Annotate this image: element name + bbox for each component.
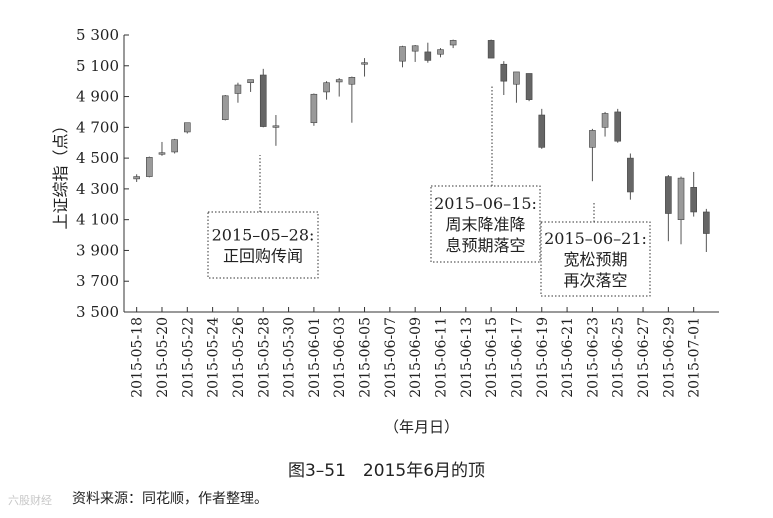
x-tick-label: 2015-06-29 bbox=[661, 317, 677, 398]
candle-body bbox=[665, 176, 672, 214]
candle-body bbox=[335, 79, 343, 83]
x-tick-label: 2015-06-03 bbox=[332, 317, 348, 398]
annotation-text: 2015–05–28: bbox=[212, 226, 315, 245]
x-tick-label: 2015-05-26 bbox=[231, 317, 247, 398]
y-tick-label: 3 500 bbox=[76, 303, 119, 321]
candle-body bbox=[627, 157, 634, 193]
y-tick-label: 3 700 bbox=[76, 272, 119, 290]
annotation-text: 2015–06–21: bbox=[544, 229, 647, 248]
x-tick-label: 2015-05-30 bbox=[282, 317, 298, 398]
x-tick-label: 2015-05-22 bbox=[180, 317, 196, 398]
candle-body bbox=[247, 79, 254, 84]
x-tick-label: 2015-06-23 bbox=[585, 317, 601, 398]
candle-body bbox=[158, 152, 166, 155]
candle-body bbox=[513, 71, 520, 85]
candle-body bbox=[259, 74, 267, 127]
x-tick-label: 2015-05-28 bbox=[256, 317, 272, 398]
candle-body bbox=[424, 51, 432, 61]
annotation-box bbox=[430, 185, 541, 263]
annotation-text: 息预期落空 bbox=[445, 236, 525, 255]
candle-body bbox=[703, 211, 710, 234]
figure-caption: 图3–51 2015年6月的顶 bbox=[287, 461, 486, 481]
annotation-box bbox=[540, 221, 651, 297]
candle-body bbox=[677, 177, 685, 220]
x-tick-label: 2015-06-07 bbox=[383, 317, 399, 398]
candle-body bbox=[437, 49, 444, 55]
candle-body bbox=[221, 95, 229, 120]
y-tick-label: 5 100 bbox=[76, 57, 119, 75]
annotation-text: 2015–06–15: bbox=[434, 194, 537, 213]
candle-body bbox=[538, 114, 546, 148]
x-tick-label: 2015-06-05 bbox=[358, 317, 374, 398]
y-tick-label: 5 300 bbox=[76, 26, 119, 44]
candle-body bbox=[133, 176, 140, 180]
x-tick-label: 2015-05-24 bbox=[206, 317, 222, 398]
candle-body bbox=[614, 111, 622, 142]
x-tick-label: 2015-05-18 bbox=[130, 317, 146, 398]
y-tick-label: 4 700 bbox=[76, 118, 119, 136]
candle-body bbox=[525, 73, 533, 100]
x-tick-label: 2015-06-01 bbox=[307, 317, 323, 398]
annotation-text: 再次落空 bbox=[563, 271, 627, 290]
candle-body bbox=[234, 84, 242, 94]
y-tick-label: 4 500 bbox=[76, 149, 119, 167]
candle-body bbox=[183, 122, 191, 133]
x-tick-label: 2015-06-15 bbox=[484, 317, 500, 398]
candle-body bbox=[690, 187, 697, 213]
candle-body bbox=[411, 45, 419, 52]
x-tick-label: 2015-05-20 bbox=[155, 317, 171, 398]
y-tick-label: 3 900 bbox=[76, 241, 119, 259]
x-tick-label: 2015-06-19 bbox=[535, 317, 551, 398]
x-tick-label: 2015-06-11 bbox=[433, 317, 449, 398]
x-tick-label: 2015-07-01 bbox=[687, 317, 703, 398]
candle-body bbox=[348, 77, 356, 85]
x-tick-label: 2015-06-17 bbox=[509, 317, 525, 398]
y-axis-title: 上证综指（点） bbox=[51, 117, 70, 229]
y-tick-label: 4 100 bbox=[76, 211, 119, 229]
x-tick-label: 2015-06-25 bbox=[611, 317, 627, 398]
x-axis-title: （年月日） bbox=[384, 418, 459, 436]
candle-body bbox=[146, 157, 153, 177]
annotation-box bbox=[207, 211, 319, 279]
candle-body bbox=[310, 93, 318, 124]
annotation-text: 周末降准降 bbox=[445, 215, 525, 234]
x-tick-label: 2015-06-09 bbox=[408, 317, 424, 398]
candle-body bbox=[272, 125, 280, 128]
candle-body bbox=[323, 82, 330, 93]
candle-body bbox=[601, 113, 609, 128]
x-tick-label: 2015-06-13 bbox=[459, 317, 475, 398]
y-tick-label: 4 900 bbox=[76, 88, 119, 106]
annotation-text: 正回购传闻 bbox=[223, 247, 303, 266]
candle-body bbox=[500, 63, 508, 82]
candle-body bbox=[589, 130, 596, 148]
candlestick-chart: 3 500 3 700 3 900 4 100 4 300 4 500 4 700 4 900… bbox=[51, 26, 719, 436]
candle-body bbox=[487, 40, 495, 59]
annotation-text: 宽松预期 bbox=[563, 250, 627, 269]
y-tick-label: 4 300 bbox=[76, 180, 119, 198]
x-tick-label: 2015-06-21 bbox=[560, 317, 576, 398]
candle-body bbox=[449, 40, 457, 46]
watermark: 六股财经 bbox=[8, 494, 52, 507]
candle-body bbox=[171, 139, 178, 153]
candle-body bbox=[361, 62, 368, 65]
candle-body bbox=[399, 46, 406, 62]
source-note: 资料来源：同花顺，作者整理。 bbox=[72, 491, 268, 507]
x-tick-label: 2015-06-27 bbox=[636, 317, 652, 398]
